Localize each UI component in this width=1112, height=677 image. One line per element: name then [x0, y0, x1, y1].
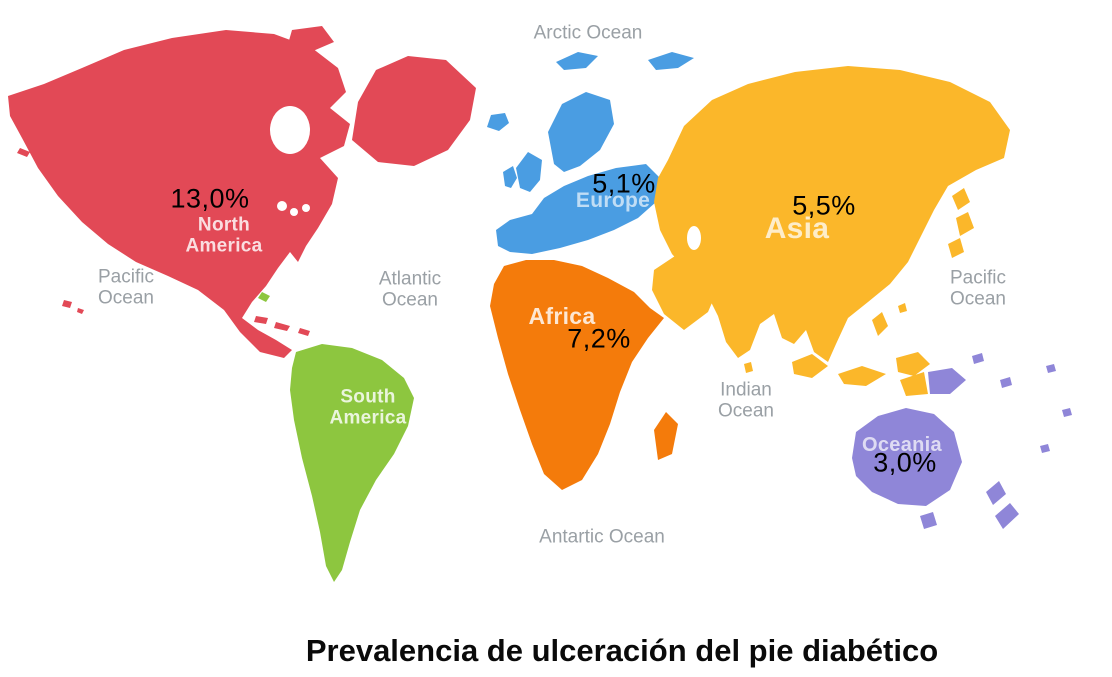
ocean-label-antartic: Antartic Ocean	[539, 526, 665, 548]
continent-label-asia: Asia	[764, 212, 830, 246]
ocean-label-pacific-east: Pacific Ocean	[950, 267, 1006, 310]
continent-africa-shape	[490, 260, 678, 490]
continent-asia-shape	[652, 66, 1010, 396]
value-asia: 5,5%	[792, 190, 856, 221]
value-europe: 5,1%	[592, 168, 656, 199]
world-map	[8, 26, 1072, 582]
great-lake	[290, 208, 298, 216]
value-africa: 7,2%	[567, 323, 631, 354]
continent-label-north-america: North America	[185, 214, 263, 257]
continent-europe-shape	[487, 52, 694, 254]
hudson-bay	[270, 106, 310, 154]
ocean-label-indian: Indian Ocean	[718, 379, 774, 422]
caspian-sea	[687, 226, 701, 250]
continent-label-africa: Africa	[528, 303, 596, 330]
continent-label-oceania: Oceania	[862, 433, 942, 456]
continent-label-europe: Europe	[575, 189, 651, 213]
value-oceania: 3,0%	[873, 447, 937, 478]
great-lake	[277, 201, 287, 211]
ocean-label-arctic: Arctic Ocean	[533, 22, 643, 44]
great-lake	[302, 204, 310, 212]
value-north-america: 13,0%	[170, 183, 250, 214]
continent-label-south-america: South America	[329, 386, 407, 429]
ocean-label-atlantic: Atlantic Ocean	[378, 268, 442, 311]
ocean-label-pacific-west: Pacific Ocean	[98, 266, 154, 309]
continent-north-america-shape	[8, 26, 476, 358]
continent-south-america-shape	[258, 292, 414, 582]
continent-oceania-shape	[852, 353, 1072, 529]
page-title: Prevalencia de ulceración del pie diabét…	[305, 633, 939, 668]
